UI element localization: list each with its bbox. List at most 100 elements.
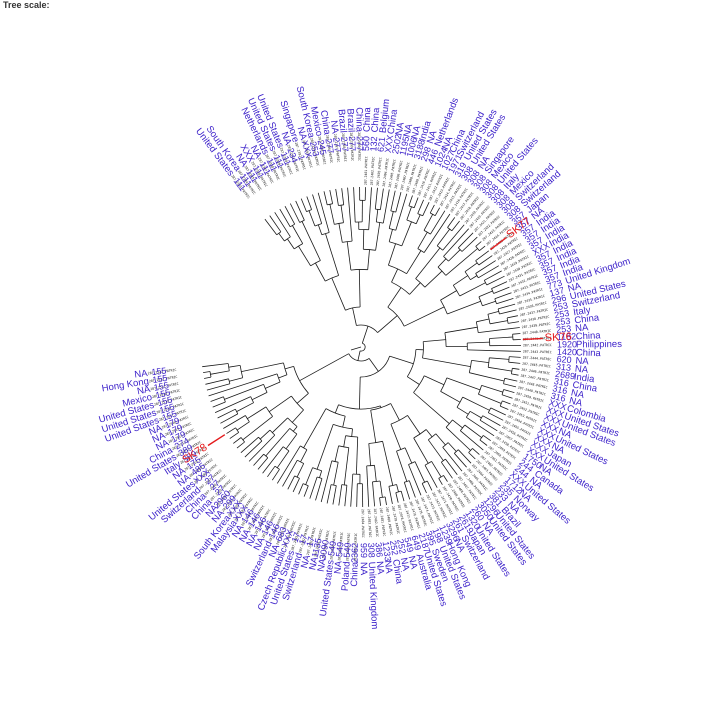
branch-arc xyxy=(263,384,268,393)
branch-segment xyxy=(407,415,421,435)
branch-segment xyxy=(264,218,278,236)
branch-arc xyxy=(250,396,254,403)
branch-segment xyxy=(461,236,478,252)
st-label: 111 xyxy=(279,150,293,166)
branch-segment xyxy=(454,453,467,468)
st-label: 277 xyxy=(347,136,358,151)
branch-segment xyxy=(374,187,378,210)
branch-segment xyxy=(460,430,484,451)
country-label: NA xyxy=(567,280,583,294)
branch-segment xyxy=(320,460,333,503)
st-label: 277 xyxy=(323,138,335,154)
country-label: NA xyxy=(134,368,149,381)
branch-arc xyxy=(282,446,290,452)
branch-segment xyxy=(259,429,271,440)
branch-segment xyxy=(303,485,309,497)
branch-arc xyxy=(366,464,375,467)
branch-segment xyxy=(445,427,471,451)
branch-segment xyxy=(380,405,382,408)
tip-id-label: 287.2447.PATRIC xyxy=(520,374,549,383)
branch-arc xyxy=(372,480,381,483)
branch-segment xyxy=(482,300,496,307)
tip-id-label: 287.2484.PATRIC xyxy=(361,509,365,538)
branch-segment xyxy=(347,187,353,242)
branch-segment xyxy=(279,208,291,228)
branch-segment xyxy=(268,395,292,413)
tip-id-label: 287.2487.PATRIC xyxy=(337,532,344,561)
tip-id-label: 287.2439.PATRIC xyxy=(522,322,551,329)
branch-segment xyxy=(447,300,481,315)
branch-segment xyxy=(508,321,520,324)
branch-arc xyxy=(483,280,488,286)
branch-arc xyxy=(422,480,428,484)
country-label: China xyxy=(390,558,405,585)
branch-arc xyxy=(406,219,417,225)
st-label: 27 xyxy=(208,478,222,492)
tip-id-label: 287.2406.PATRIC xyxy=(394,160,404,189)
tip-id-label: 287.2436.PATRIC xyxy=(518,301,547,312)
branch-segment xyxy=(372,481,375,507)
branch-segment xyxy=(442,224,465,251)
tip-id-label: 287.2448.PATRIC xyxy=(519,380,548,390)
branch-segment xyxy=(269,215,282,233)
branch-segment xyxy=(367,249,370,270)
tip-id-label: 287.2520.PATRIC xyxy=(152,388,181,399)
country-label: China xyxy=(576,347,602,359)
branch-segment xyxy=(462,396,490,411)
branch-segment xyxy=(404,306,445,327)
st-label: 560 xyxy=(361,136,371,151)
branch-segment xyxy=(424,375,445,386)
st-label: XXX xyxy=(548,398,568,413)
st-label: 155 xyxy=(156,394,173,408)
branch-segment xyxy=(233,437,242,444)
st-label: 316 xyxy=(550,390,567,403)
branch-segment xyxy=(253,453,264,466)
st-label: 253 xyxy=(556,324,572,335)
branch-arc xyxy=(284,236,291,242)
branch-segment xyxy=(409,282,421,295)
tip-id-label: 287.2485.PATRIC xyxy=(353,533,358,562)
tree-branches xyxy=(202,186,522,508)
country-label: NA xyxy=(147,422,164,437)
country-label: China xyxy=(318,109,333,136)
branch-arc xyxy=(341,484,347,486)
branch-segment xyxy=(299,353,349,382)
branch-segment xyxy=(459,282,486,297)
branch-segment xyxy=(228,365,241,368)
country-label: China xyxy=(353,107,364,133)
branch-arc xyxy=(440,377,448,392)
branch-arc xyxy=(375,208,381,211)
branch-arc xyxy=(413,429,427,439)
branch-arc xyxy=(300,445,308,451)
country-label: NA xyxy=(575,322,590,334)
branch-segment xyxy=(278,233,285,242)
branch-segment xyxy=(210,370,230,375)
branch-segment xyxy=(292,426,298,432)
branch-segment xyxy=(338,223,343,243)
branch-segment xyxy=(504,377,518,382)
country-label: NA xyxy=(570,387,586,401)
branch-arc xyxy=(245,415,250,423)
branch-segment xyxy=(511,373,519,376)
country-label: Poland xyxy=(340,561,353,591)
branch-arc xyxy=(391,281,410,295)
branch-segment xyxy=(422,357,471,367)
branch-segment xyxy=(483,435,491,442)
branch-segment xyxy=(382,441,394,486)
branch-segment xyxy=(204,376,212,379)
branch-segment xyxy=(301,221,321,261)
branch-arc xyxy=(276,231,282,236)
tip-id-label: 287.2399.PATRIC xyxy=(349,132,354,161)
st-label: 313 xyxy=(556,361,572,372)
branch-segment xyxy=(406,250,422,274)
branch-segment xyxy=(352,307,357,326)
branch-segment xyxy=(331,277,346,311)
tip-id-label: 287.2396.PATRIC xyxy=(325,135,334,164)
branch-segment xyxy=(379,480,383,498)
highlight-line xyxy=(489,236,507,251)
st-label: 1420 xyxy=(557,347,577,358)
branch-segment xyxy=(469,372,505,382)
branch-segment xyxy=(306,196,312,210)
country-label: NA xyxy=(332,560,344,575)
